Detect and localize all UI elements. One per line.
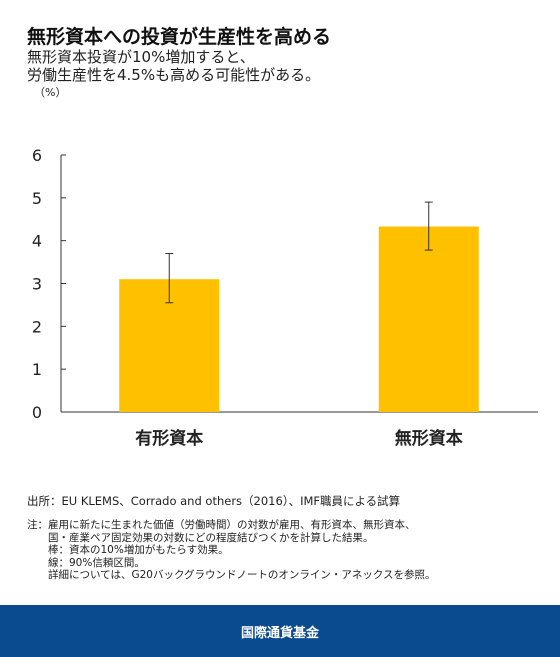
chart-subtitle-line-1: 無形資本投資が10%増加すると、 bbox=[27, 48, 255, 66]
bar bbox=[378, 226, 479, 412]
y-tick-label: 1 bbox=[32, 360, 42, 379]
y-tick-label: 2 bbox=[32, 317, 42, 336]
y-tick-label: 0 bbox=[32, 403, 42, 422]
note-line: 線：90%信頼区間。 bbox=[27, 556, 145, 569]
note-line: 注：雇用に新たに生まれた価値（労働時間）の対数が雇用、有形資本、無形資本、 bbox=[27, 519, 416, 531]
footer-bar: 国際通貨基金 bbox=[0, 605, 560, 657]
y-tick-label: 5 bbox=[32, 189, 42, 208]
y-tick-label: 4 bbox=[32, 232, 42, 251]
y-axis-unit: （%） bbox=[34, 86, 67, 99]
source-note: 出所：EU KLEMS、Corrado and others（2016）、IMF… bbox=[27, 494, 401, 508]
note-line: 詳細については、G20バックグラウンドノートのオンライン・アネックスを参照。 bbox=[27, 569, 436, 581]
note-line: 国・産業ペア固定効果の対数にどの程度結びつくかを計算した結果。 bbox=[27, 531, 374, 544]
y-tick-label: 6 bbox=[32, 146, 42, 165]
note-line: 棒：資本の10%増加がもたらす効果。 bbox=[27, 544, 229, 556]
footer-label: 国際通貨基金 bbox=[240, 625, 319, 641]
notes-block: 注：雇用に新たに生まれた価値（労働時間）の対数が雇用、有形資本、無形資本、 国・… bbox=[27, 519, 436, 582]
chart-title: 無形資本への投資が生産性を高める bbox=[27, 26, 332, 48]
x-category-label: 無形資本 bbox=[395, 428, 463, 449]
chart-subtitle-line-2: 労働生産性を4.5%も高める可能性がある。 bbox=[27, 66, 321, 84]
x-category-label: 有形資本 bbox=[135, 428, 203, 449]
y-tick-label: 3 bbox=[32, 275, 42, 294]
bar-chart: 0 1 2 3 4 5 6 有形資本 無形資本 bbox=[32, 146, 538, 449]
